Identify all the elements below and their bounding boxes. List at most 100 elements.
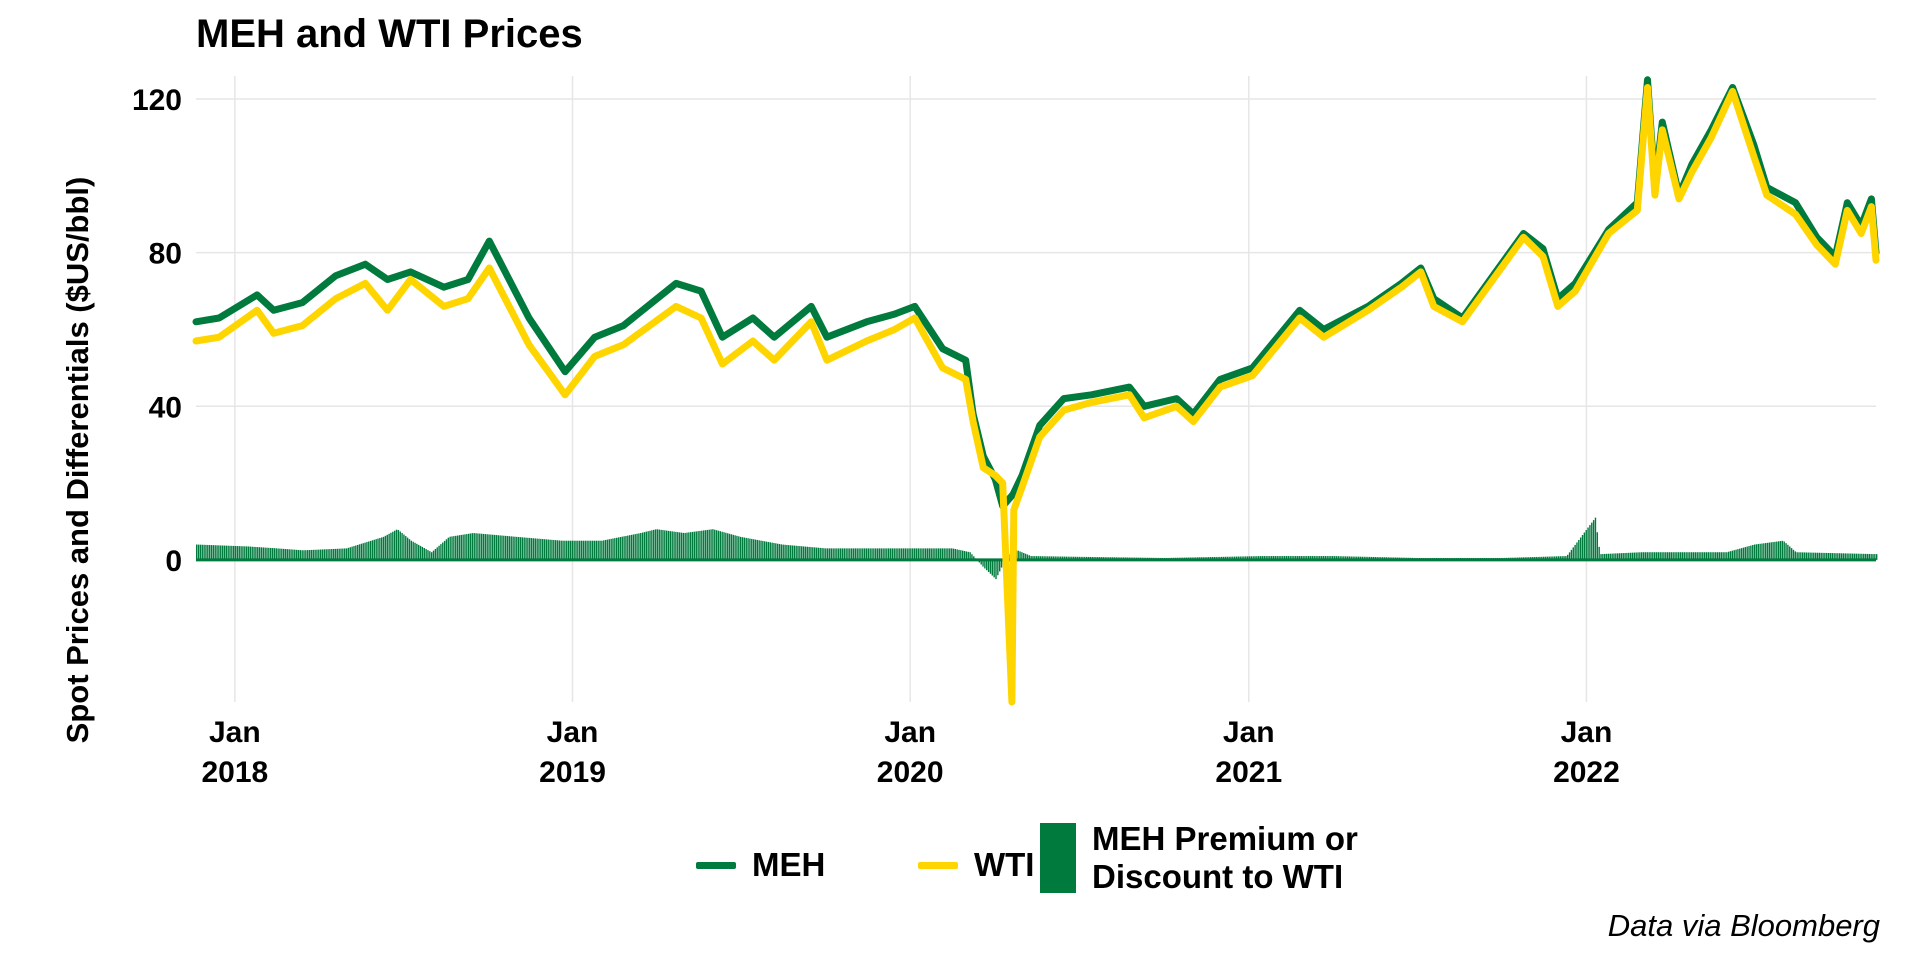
premium-bar — [373, 539, 376, 560]
premium-bar — [891, 548, 894, 560]
premium-bar — [1259, 556, 1262, 560]
premium-bar — [475, 533, 477, 560]
premium-bar — [325, 549, 327, 560]
premium-bar — [749, 538, 751, 560]
premium-bar — [455, 535, 457, 560]
premium-bar — [1583, 532, 1586, 560]
premium-bar — [675, 531, 677, 560]
premium-bar — [1241, 556, 1243, 560]
premium-bar — [397, 529, 400, 560]
premium-bar — [834, 548, 836, 560]
premium-bar — [608, 539, 610, 560]
premium-bar — [1772, 542, 1774, 560]
premium-bar — [669, 531, 672, 560]
premium-bar — [327, 549, 329, 560]
premium-bar — [519, 537, 522, 560]
premium-bar — [704, 530, 707, 560]
premium-bar — [1666, 552, 1669, 560]
x-tick-label: Jan — [884, 716, 936, 749]
premium-bar — [258, 547, 261, 560]
premium-bar — [525, 537, 527, 560]
premium-bar — [523, 537, 525, 560]
premium-bar — [571, 540, 573, 560]
premium-bar — [982, 559, 984, 567]
premium-bar — [1685, 552, 1687, 560]
chart-title: MEH and WTI Prices — [196, 12, 583, 56]
premium-bar — [260, 547, 263, 560]
premium-bar — [1356, 556, 1358, 560]
premium-bar — [197, 544, 200, 560]
premium-bar — [1842, 553, 1845, 560]
premium-bar — [395, 529, 398, 560]
premium-bar — [603, 540, 605, 560]
premium-bar — [578, 540, 581, 560]
premium-bar — [462, 534, 464, 560]
premium-bar — [754, 539, 757, 560]
premium-bar — [910, 548, 912, 560]
premium-bar — [1258, 556, 1260, 560]
premium-bar — [512, 536, 514, 560]
premium-bar — [1805, 552, 1808, 560]
premium-bar — [1735, 549, 1737, 560]
premium-bar — [549, 539, 551, 560]
premium-bar — [897, 548, 899, 560]
premium-bar — [950, 548, 953, 560]
premium-bar — [906, 548, 908, 560]
legend-item-wti: WTI — [918, 846, 1034, 884]
premium-bar — [292, 549, 294, 560]
premium-bar — [688, 532, 690, 560]
premium-bar — [656, 529, 659, 560]
premium-bar — [1820, 552, 1822, 560]
premium-bar — [567, 540, 570, 560]
premium-bar — [1302, 556, 1304, 560]
premium-bar — [667, 530, 670, 560]
premium-bar — [1592, 520, 1595, 560]
premium-bar — [821, 548, 823, 560]
premium-bar — [225, 545, 228, 560]
premium-bar — [196, 544, 198, 560]
premium-bar — [1563, 556, 1565, 560]
premium-bar — [1043, 556, 1045, 560]
premium-bar — [1663, 552, 1665, 560]
premium-bar — [1343, 556, 1345, 560]
premium-bar — [1781, 540, 1784, 560]
premium-bar — [862, 548, 864, 560]
premium-bar — [649, 530, 651, 560]
premium-bar — [429, 551, 431, 560]
premium-bar — [699, 530, 701, 560]
premium-bar — [1694, 552, 1697, 560]
premium-bar — [532, 538, 535, 560]
premium-bar — [1230, 556, 1232, 560]
premium-bar — [830, 548, 833, 560]
premium-bar — [1555, 556, 1558, 560]
premium-bar — [1709, 552, 1711, 560]
premium-bar — [1237, 556, 1240, 560]
premium-bar — [412, 541, 414, 560]
premium-bar — [665, 530, 668, 560]
premium-bar — [1807, 552, 1809, 560]
premium-bar — [941, 548, 944, 560]
premium-bar — [362, 543, 364, 560]
premium-bar — [738, 536, 740, 560]
x-tick-label: 2021 — [1215, 756, 1282, 789]
premium-bar — [366, 542, 368, 560]
premium-bar — [732, 534, 734, 560]
premium-bar — [743, 537, 746, 560]
premium-bar — [1766, 542, 1769, 560]
premium-bar — [1307, 556, 1310, 560]
premium-bar — [1596, 532, 1599, 560]
premium-bar — [562, 540, 564, 560]
premium-bar — [447, 537, 450, 560]
premium-bar — [1622, 553, 1624, 560]
premium-bar — [889, 548, 892, 560]
price-lines — [192, 76, 1880, 706]
premium-bar — [390, 532, 392, 560]
premium-bar — [477, 533, 479, 560]
premium-bar — [858, 548, 860, 560]
premium-bar — [203, 544, 205, 560]
premium-bar — [286, 549, 289, 560]
premium-bar — [245, 546, 248, 560]
premium-bar — [736, 535, 738, 560]
premium-bar — [290, 549, 292, 560]
premium-bar — [917, 548, 919, 560]
